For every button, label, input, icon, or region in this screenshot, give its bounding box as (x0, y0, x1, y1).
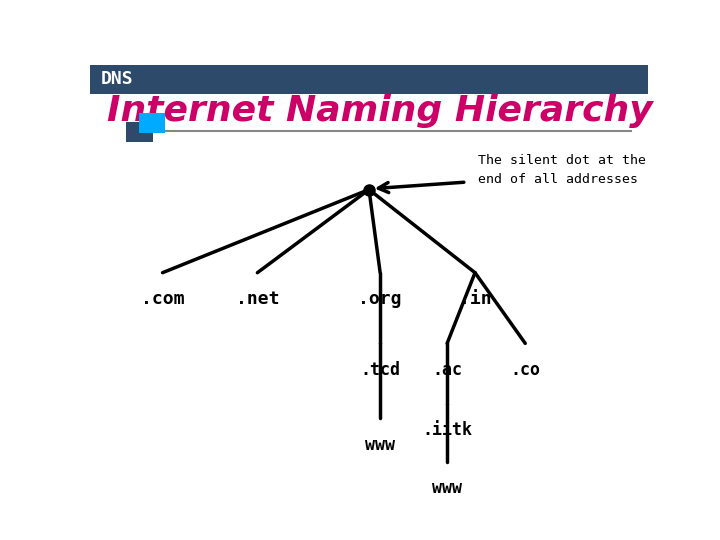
Text: .net: .net (235, 290, 279, 308)
FancyBboxPatch shape (138, 113, 166, 133)
Text: .com: .com (141, 290, 184, 308)
Text: .ac: .ac (432, 361, 462, 379)
Text: .tcd: .tcd (360, 361, 400, 379)
Text: .in: .in (459, 290, 491, 308)
Text: .co: .co (510, 361, 540, 379)
Text: www: www (365, 436, 395, 454)
FancyBboxPatch shape (90, 65, 648, 94)
Text: .org: .org (359, 290, 402, 308)
Text: DNS: DNS (101, 70, 134, 89)
FancyBboxPatch shape (126, 122, 153, 141)
Text: Internet Naming Hierarchy: Internet Naming Hierarchy (107, 94, 653, 129)
Text: The silent dot at the
end of all addresses: The silent dot at the end of all address… (478, 153, 646, 186)
Text: .iitk: .iitk (422, 421, 472, 439)
Text: www: www (432, 480, 462, 497)
